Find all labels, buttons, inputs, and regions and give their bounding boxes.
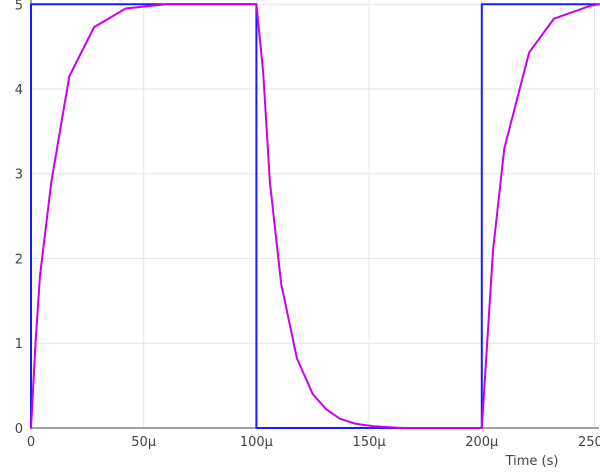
y-tick-label: 2: [15, 252, 23, 267]
x-tick-label: 0: [27, 435, 35, 450]
grid: [31, 0, 599, 428]
x-tick-label: 100µ: [240, 435, 273, 450]
y-tick-label: 5: [15, 0, 23, 13]
y-tick-label: 4: [15, 83, 23, 98]
tick-labels: 0 1 2 3 4 5 0 50µ 100µ 150µ 200µ 250µ: [15, 0, 600, 450]
plot-area: [30, 3, 600, 429]
axes: [30, 0, 599, 429]
x-tick-label: 200µ: [465, 435, 498, 450]
series-line-0: [30, 3, 600, 429]
series-line-1: [30, 3, 600, 429]
y-tick-label: 0: [15, 422, 23, 437]
x-tick-label: 50µ: [131, 435, 156, 450]
y-tick-label: 1: [15, 337, 23, 352]
x-tick-label: 250µ: [578, 435, 600, 450]
x-tick-label: 150µ: [353, 435, 386, 450]
y-tick-label: 3: [15, 168, 23, 183]
x-axis-title: Time (s): [505, 454, 559, 469]
